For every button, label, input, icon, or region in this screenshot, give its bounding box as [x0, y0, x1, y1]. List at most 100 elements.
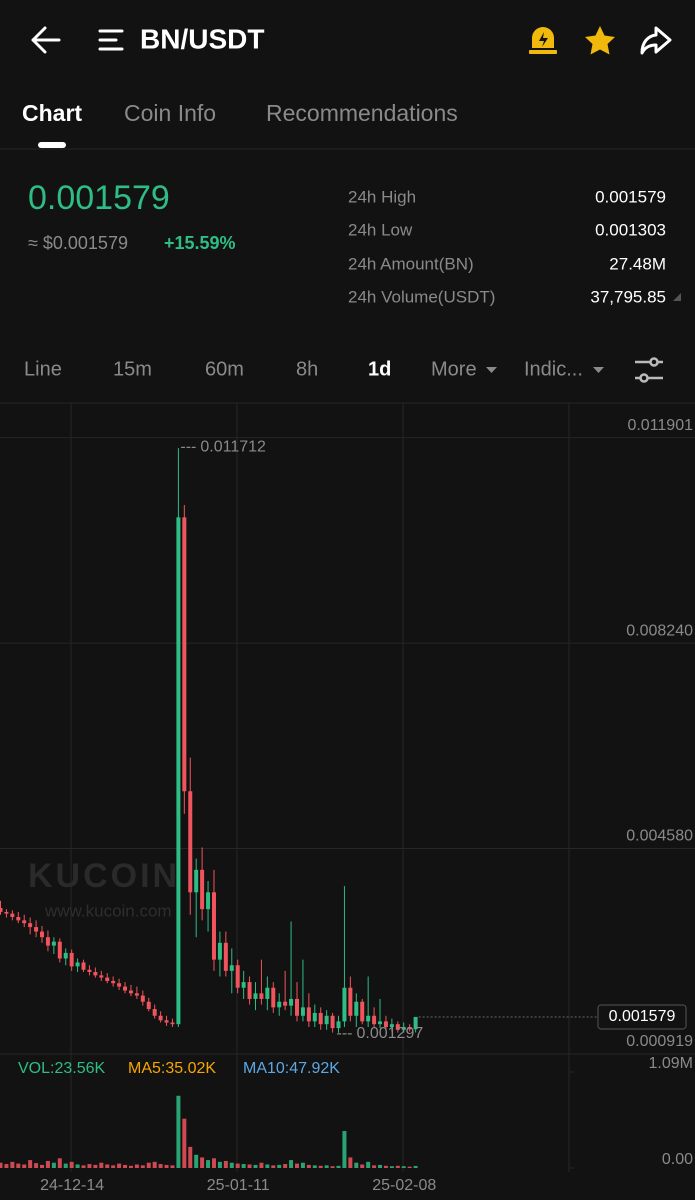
candle-body [182, 517, 187, 792]
pair-title: BN/USDT [140, 23, 264, 54]
x-grid [70, 403, 570, 1172]
volume-bar [223, 1160, 228, 1168]
volume-bar [342, 1131, 347, 1168]
candle-body [134, 993, 139, 996]
candle-body [87, 969, 92, 972]
favorite-button[interactable] [585, 26, 615, 55]
volume-bar [51, 1162, 56, 1168]
y-tick-label: 0.004580 [626, 828, 693, 845]
volume-bar [16, 1163, 21, 1168]
candle-body [123, 986, 128, 991]
candle-body [152, 1009, 157, 1016]
candle-body [401, 1027, 406, 1030]
interval[interactable]: 1d [368, 358, 391, 380]
low-annotation: --- [337, 1025, 353, 1042]
candle-body [105, 977, 110, 981]
x-tick-label: 25-01-11 [207, 1177, 270, 1194]
volume-bar [330, 1166, 335, 1168]
back-button[interactable] [31, 26, 61, 54]
volume-bar [372, 1165, 377, 1168]
current-price-box [597, 1004, 687, 1030]
volume-bar [105, 1164, 110, 1168]
candle-body [0, 908, 3, 912]
volume-bar [45, 1160, 50, 1168]
interval[interactable]: Indic... [524, 358, 583, 380]
candle-body [34, 927, 39, 932]
tab[interactable]: Chart [22, 100, 82, 126]
candle-body [324, 1015, 329, 1025]
candle-body [271, 987, 276, 1008]
volume-bar [295, 1163, 299, 1168]
y-tick-label: 0.011901 [627, 417, 693, 434]
menu-button[interactable] [98, 29, 124, 51]
candle-body [277, 1001, 282, 1008]
candle-body [146, 1001, 151, 1010]
volume-bar [170, 1165, 175, 1168]
volume-bar [0, 1162, 3, 1168]
share-button[interactable] [640, 26, 672, 55]
stat-value: 27.48M [609, 254, 666, 273]
candle-body [247, 982, 252, 999]
volume-bar [289, 1160, 294, 1168]
current-price-label: 0.001579 [609, 1008, 676, 1025]
volume-bar [123, 1164, 128, 1168]
volume-bar [318, 1165, 323, 1168]
candle-body [306, 1007, 311, 1022]
volume-bar [259, 1162, 264, 1168]
interval[interactable]: More [431, 358, 477, 380]
volume-bar [10, 1161, 15, 1168]
candle-body [330, 1015, 335, 1029]
stat-value: 0.001303 [595, 220, 666, 239]
volume-bar [324, 1165, 329, 1168]
tab[interactable]: Coin Info [124, 100, 216, 126]
volume-bar [99, 1162, 104, 1168]
candle-body [259, 993, 264, 999]
y-tick-label: 0.008240 [626, 622, 693, 639]
high-annotation: --- [180, 438, 196, 455]
alert-button[interactable] [529, 27, 557, 54]
volume-bar [300, 1162, 305, 1168]
candle-body [194, 869, 199, 893]
candle-body [28, 923, 33, 928]
candle-body [22, 920, 27, 924]
tab-indicator [38, 142, 66, 148]
interval[interactable]: 8h [296, 358, 318, 380]
candle-body [117, 983, 122, 987]
candle-body [51, 941, 56, 946]
fiat-price: ≈ $0.001579 [28, 233, 128, 253]
stat-label: 24h High [348, 187, 416, 206]
candle-body [217, 942, 222, 960]
volume-bar [360, 1164, 365, 1168]
volume-bar [306, 1164, 311, 1168]
stat-value: 37,795.85 [590, 287, 666, 306]
candle-body [378, 1021, 383, 1025]
candle-body [318, 1012, 323, 1025]
settings-button[interactable] [635, 357, 663, 383]
volume-legend: MA10:47.92K [243, 1060, 340, 1077]
volume-bar [22, 1164, 27, 1168]
volume-bar [413, 1165, 418, 1168]
volume-bar [188, 1146, 193, 1168]
last-price: 0.001579 [28, 179, 170, 217]
volume-bar [69, 1161, 74, 1168]
interval[interactable]: 60m [205, 358, 244, 380]
volume-bar [407, 1166, 412, 1168]
interval[interactable]: Line [24, 358, 62, 380]
volume-bar [211, 1158, 216, 1168]
price-change: +15.59% [164, 233, 236, 253]
stat-label: 24h Low [348, 220, 413, 239]
candle-body [40, 931, 45, 938]
candle-body [235, 965, 240, 988]
volume-bar [277, 1164, 282, 1168]
volume-bar [401, 1166, 406, 1168]
candle-body [206, 892, 211, 910]
interval[interactable]: 15m [113, 358, 152, 380]
tab[interactable]: Recommendations [266, 100, 458, 126]
candle-body [158, 1015, 163, 1021]
candle-body [111, 980, 116, 984]
volume-bar [117, 1163, 122, 1168]
candle-body [69, 952, 74, 967]
watermark-url: www.kucoin.com [44, 901, 172, 920]
